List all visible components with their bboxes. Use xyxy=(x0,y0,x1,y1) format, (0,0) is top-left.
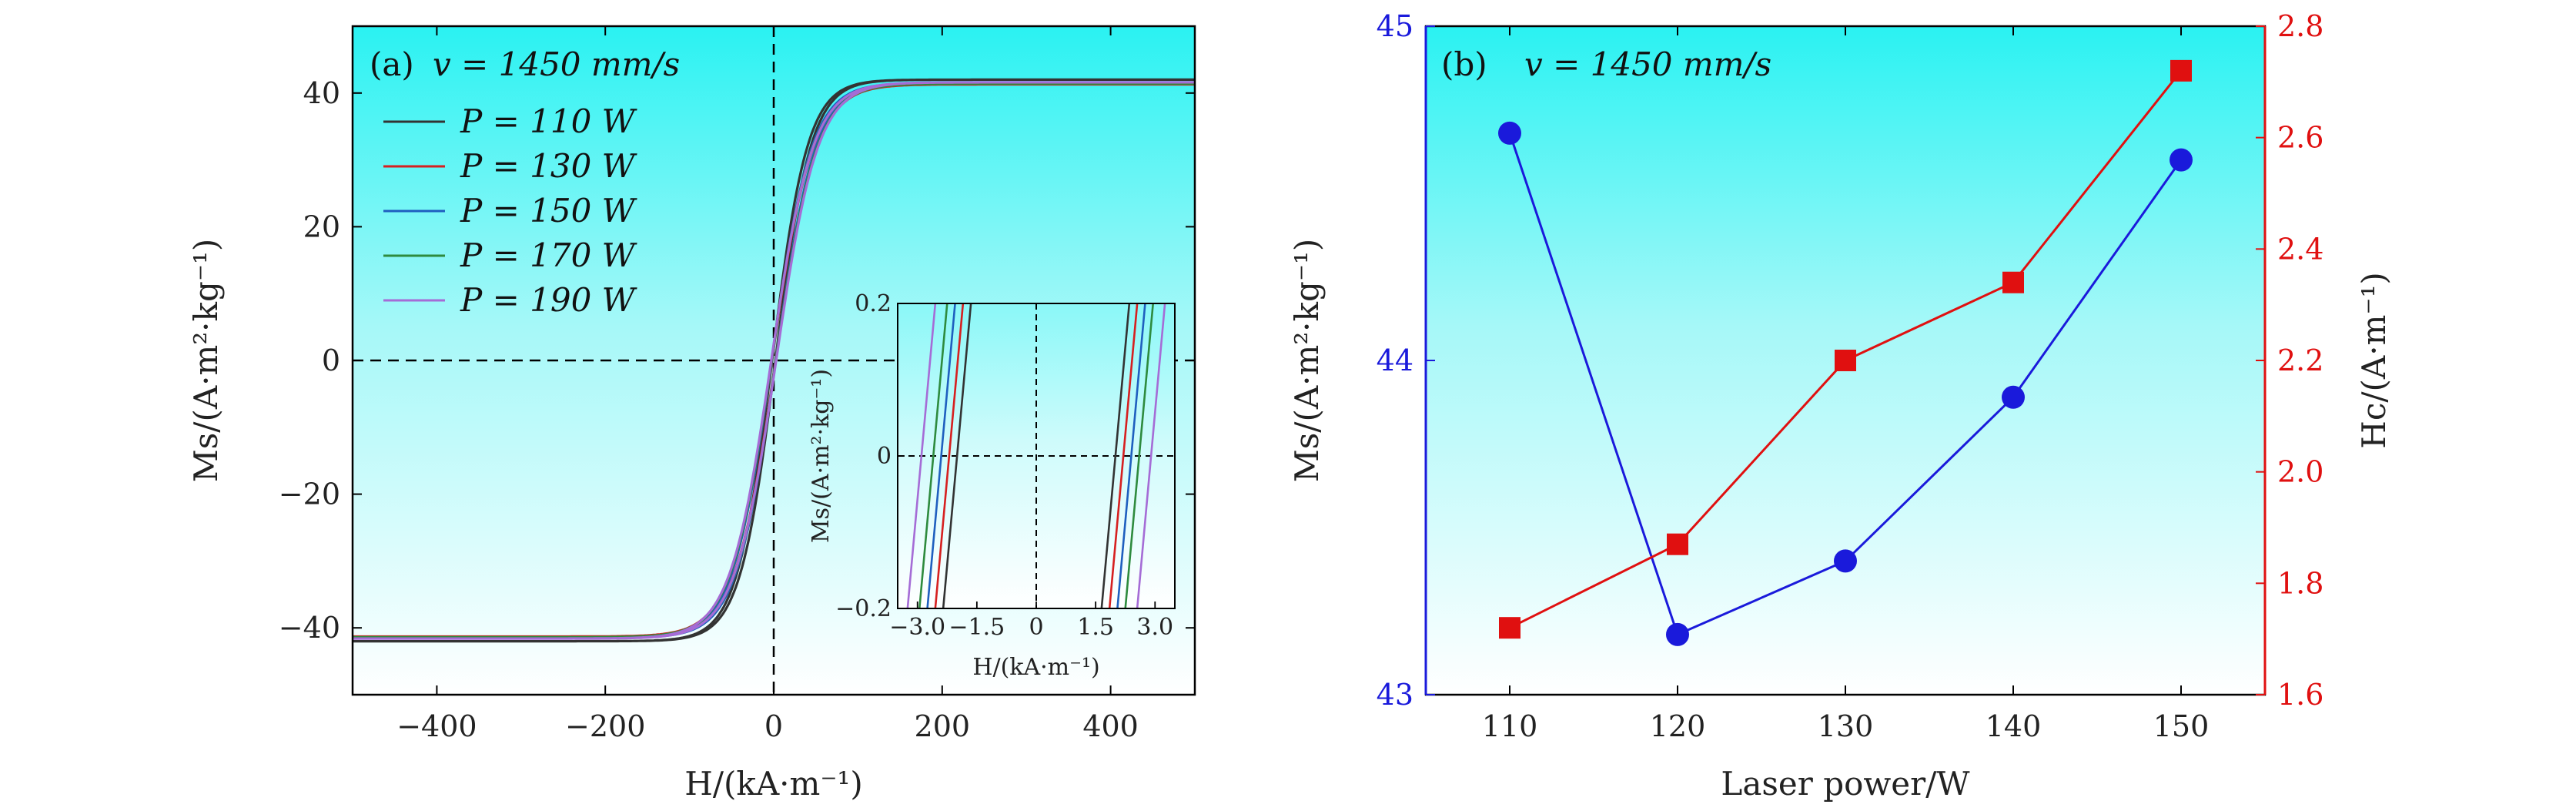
panel-a-x-tick-label: −400 xyxy=(396,709,477,743)
panel-b-circle-marker xyxy=(2002,385,2025,409)
inset-curve-series-2 xyxy=(1116,303,1146,608)
panel-b-right-y-tick-label: 1.8 xyxy=(2277,566,2323,600)
panel-b-right-y-tick-label: 2.8 xyxy=(2277,9,2323,43)
panel-b-left-y-tick-label: 43 xyxy=(1377,678,1413,712)
panel-b-right-y-tick-label: 2.6 xyxy=(2277,121,2323,155)
inset-x-tick-label: 1.5 xyxy=(1077,614,1114,641)
panel-b-right-y-ticks: 1.6 1.8 2.0 2.2 2.4 2.6 2.8 xyxy=(2256,9,2323,712)
inset-reference-lines xyxy=(898,303,1175,608)
panel-a-y-tick-label: −20 xyxy=(279,478,340,511)
panel-b-annotation-label: (b) xyxy=(1441,45,1487,83)
panel-b-right-y-tick-label: 2.4 xyxy=(2277,232,2323,266)
inset-curve-series-0 xyxy=(1100,303,1131,608)
inset-curve-series-0 xyxy=(942,303,972,608)
inset-x-tick-label: −1.5 xyxy=(948,614,1005,641)
inset-x-tick-label: 0 xyxy=(1029,614,1043,641)
panel-a-x-tick-label: −200 xyxy=(565,709,645,743)
inset-curve-series-1 xyxy=(1108,303,1139,608)
panel-b-square-marker xyxy=(1667,533,1688,555)
panel-a-annotation-label: (a) xyxy=(370,45,414,83)
panel-a-y-tick-label: 0 xyxy=(322,344,340,377)
panel-b-right-y-tick-label: 2.0 xyxy=(2277,455,2323,489)
panel-b-left-y-tick-label: 45 xyxy=(1377,9,1413,43)
panel-b-circle-marker xyxy=(2170,148,2193,172)
panel-b-x-ticks: 110 120 130 140 150 xyxy=(1482,26,2210,743)
inset-y-ticks: −0.2 0 0.2 xyxy=(835,290,905,622)
panel-a-legend-label-0: P = 110 W xyxy=(460,102,638,140)
panel-b-annotation-speed: v = 1450 mm/s xyxy=(1524,45,1771,83)
panel-b-square-marker xyxy=(1499,617,1521,639)
panel-b-left-y-ticks: 43 44 45 xyxy=(1377,9,1435,712)
panel-a-x-tick-label: 400 xyxy=(1082,709,1139,743)
panel-a-y-tick-label: 40 xyxy=(303,76,340,110)
panel-a-x-ticks: −400 −200 0 200 400 xyxy=(396,26,1139,743)
panel-a-legend-label-2: P = 150 W xyxy=(460,192,638,230)
inset-y-axis-title: Ms/(A·m²·kg⁻¹) xyxy=(808,369,835,543)
panel-b-left-y-axis-title: Ms/(A·m²·kg⁻¹) xyxy=(1288,239,1326,483)
panel-b-right-y-tick-label: 1.6 xyxy=(2277,678,2323,712)
panel-b-series xyxy=(1498,59,2193,646)
panel-b-x-axis-title: Laser power/W xyxy=(1721,765,1970,803)
inset-curve-series-2 xyxy=(926,303,956,608)
inset-curve-series-4 xyxy=(906,303,937,608)
inset-y-tick-label: −0.2 xyxy=(835,595,892,622)
panel-b-circle-marker xyxy=(1666,622,1689,646)
panel-a-y-tick-label: −40 xyxy=(279,611,340,645)
panel-a-inset-chart: −3.0 −1.5 0 1.5 3.0 −0.2 0 0.2 H/(kA·m⁻¹) Ms/(… xyxy=(808,290,1176,681)
panel-b-laser-power-chart: 110 120 130 140 150 43 44 45 1.6 1.8 2.0 2.2 2.4 2.… xyxy=(1288,9,2393,803)
inset-curves xyxy=(906,303,1166,608)
panel-b-x-tick-label: 130 xyxy=(1818,709,1874,743)
inset-x-tick-label: 3.0 xyxy=(1136,614,1173,641)
panel-a-y-tick-label: 20 xyxy=(303,209,340,243)
inset-y-tick-label: 0 xyxy=(877,443,892,470)
panel-b-circle-marker xyxy=(1834,549,1857,573)
panel-b-circle-marker xyxy=(1498,121,1521,145)
panel-b-x-tick-label: 120 xyxy=(1650,709,1706,743)
panel-b-right-y-tick-label: 2.2 xyxy=(2277,344,2323,377)
panel-b-left-y-tick-label: 44 xyxy=(1377,344,1413,377)
panel-a-x-tick-label: 0 xyxy=(764,709,783,743)
inset-curve-series-3 xyxy=(1124,303,1155,608)
panel-a-annotation-speed: v = 1450 mm/s xyxy=(433,45,680,83)
panel-a-curves xyxy=(353,78,1195,643)
inset-curve-series-4 xyxy=(1136,303,1166,608)
panel-a-legend-label-3: P = 170 W xyxy=(460,236,638,274)
inset-x-ticks: −3.0 −1.5 0 1.5 3.0 xyxy=(889,602,1173,641)
panel-a-curve-series-4 xyxy=(353,81,1195,640)
panel-a-x-axis-title: H/(kA·m⁻¹) xyxy=(684,765,863,803)
inset-x-axis-title: H/(kA·m⁻¹) xyxy=(972,654,1099,681)
panel-a-x-tick-label: 200 xyxy=(915,709,971,743)
inset-curve-series-1 xyxy=(934,303,965,608)
inset-y-tick-label: 0.2 xyxy=(855,290,892,317)
panel-a-legend-label-1: P = 130 W xyxy=(460,147,638,185)
panel-a-y-axis-title: Ms/(A·m²·kg⁻¹) xyxy=(187,239,225,483)
panel-a-reference-lines xyxy=(353,26,1195,695)
panel-b-x-tick-label: 140 xyxy=(1986,709,2042,743)
panel-b-x-tick-label: 110 xyxy=(1482,709,1538,743)
panel-a-legend: P = 110 W P = 130 W P = 150 W P = 170 W P = … xyxy=(383,102,638,319)
panel-b-square-marker xyxy=(2170,59,2192,82)
panel-a-y-ticks: −40 −20 0 20 40 xyxy=(279,76,1195,645)
panel-b-x-tick-label: 150 xyxy=(2153,709,2210,743)
panel-b-square-marker xyxy=(1835,350,1856,371)
inset-x-tick-label: −3.0 xyxy=(889,614,945,641)
panel-b-right-y-axis-title: Hc/(A·m⁻¹) xyxy=(2355,272,2393,449)
panel-a-legend-label-4: P = 190 W xyxy=(460,281,638,319)
panel-b-square-marker xyxy=(2002,271,2024,293)
inset-curve-series-3 xyxy=(918,303,948,608)
